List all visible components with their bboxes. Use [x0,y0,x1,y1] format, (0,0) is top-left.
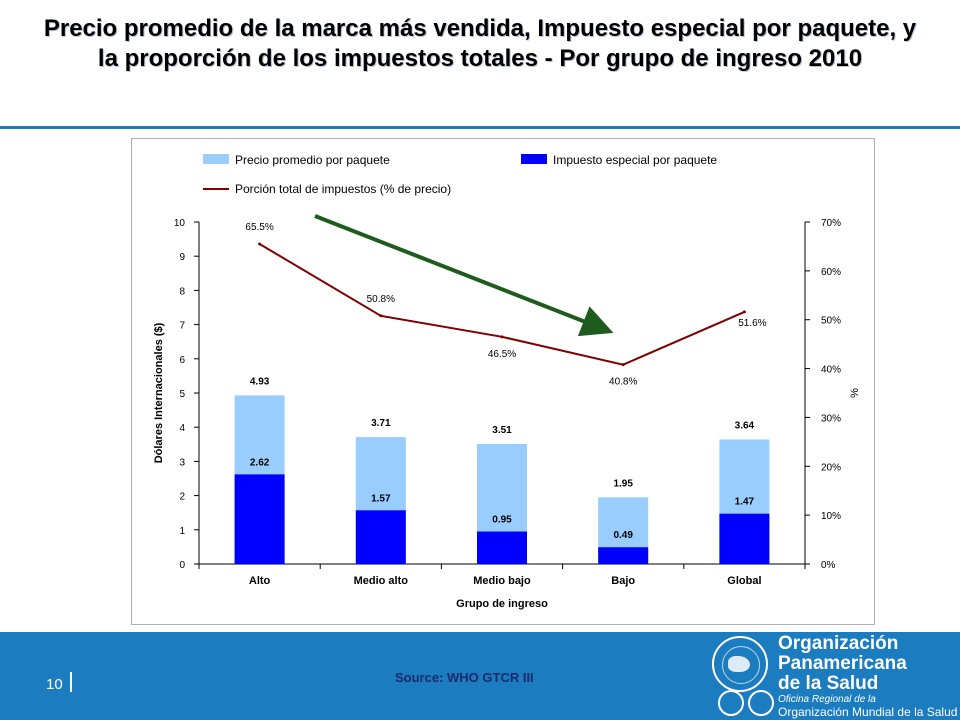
left-tick-label: 7 [179,321,185,332]
trend-arrow [314,214,614,337]
tax-data-label: 0.95 [492,515,512,526]
right-tick-label: 0% [821,560,836,571]
tax-data-label: 0.49 [613,530,633,541]
bar-tax [719,513,770,564]
org-name-line1: Organización [778,633,899,654]
price-data-label: 3.64 [735,421,755,432]
org-subtitle-2: Organización Mundial de la Salud [778,705,958,719]
x-axis-title: Grupo de ingreso [456,598,548,610]
tax-data-label: 1.47 [735,497,755,508]
slide-title: Precio promedio de la marca más vendida,… [43,15,917,72]
left-tick-label: 4 [179,423,185,434]
tax-share-point [500,335,504,339]
tax-share-data-label: 46.5% [488,349,516,360]
right-tick-label: 50% [821,316,841,327]
who-emblem-icon [748,690,774,716]
title-divider [0,126,960,129]
left-tick-label: 2 [179,492,185,503]
right-tick-label: 40% [821,365,841,376]
source-note: Source: WHO GTCR III [395,670,534,685]
tax-share-point [258,242,262,246]
org-name-line2: Panamericana [778,653,907,674]
price-data-label: 4.93 [250,376,270,387]
right-tick-label: 10% [821,511,841,522]
price-data-label: 3.71 [371,418,391,429]
x-tick-label: Medio bajo [473,575,531,587]
legend-label-share: Porción total de impuestos (% de precio) [235,182,451,196]
chart-panel: Precio promedio por paquete Impuesto espe… [131,138,875,625]
left-tick-label: 3 [179,457,185,468]
tax-share-line [259,243,745,366]
tax-share-point [379,314,383,318]
left-tick-label: 9 [179,252,185,263]
x-tick-label: Bajo [611,575,635,587]
page-number-separator [70,672,72,692]
left-tick-label: 10 [174,218,186,229]
price-data-label: 1.95 [613,478,633,489]
org-name: Organización Panamericana de la Salud [778,634,907,694]
bar-tax [598,547,649,564]
tax-data-label: 2.62 [250,457,270,468]
bar-tax [234,474,285,564]
footer-bar [0,632,960,720]
x-tick-label: Alto [249,575,271,587]
x-tick-label: Medio alto [354,575,409,587]
left-tick-label: 8 [179,286,185,297]
legend-swatch-tax [521,154,547,164]
regional-globe-icon [718,690,744,716]
org-subtitle-1: Oficina Regional de la [778,694,876,705]
right-tick-label: 30% [821,413,841,424]
price-data-label: 3.51 [492,425,512,436]
chart-svg: Precio promedio por paquete Impuesto espe… [153,153,861,610]
left-tick-label: 0 [179,560,185,571]
left-tick-label: 5 [179,389,185,400]
legend-swatch-price [203,154,229,164]
page-number: 10 [46,676,63,693]
left-tick-label: 1 [179,526,185,537]
right-tick-label: 20% [821,462,841,473]
y-axis-title: Dólares Internacionales ($) [153,322,165,463]
tax-share-data-label: 65.5% [245,222,273,233]
tax-share-data-label: 51.6% [738,318,766,329]
left-tick-label: 6 [179,355,185,366]
right-tick-label: 70% [821,218,841,229]
tax-share-point [742,310,746,314]
bar-tax [355,510,406,564]
legend-label-price: Precio promedio por paquete [235,153,390,167]
tax-share-data-label: 40.8% [609,377,637,388]
bar-tax [477,531,527,564]
org-name-line3: de la Salud [778,673,879,694]
y2-axis-title: % [849,388,861,398]
tax-data-label: 1.57 [371,493,391,504]
tax-share-data-label: 50.8% [367,294,395,305]
tax-share-point [621,363,625,367]
right-tick-label: 60% [821,267,841,278]
paho-globe-logo [712,636,768,692]
legend-label-tax: Impuesto especial por paquete [553,153,717,167]
x-tick-label: Global [727,575,761,587]
